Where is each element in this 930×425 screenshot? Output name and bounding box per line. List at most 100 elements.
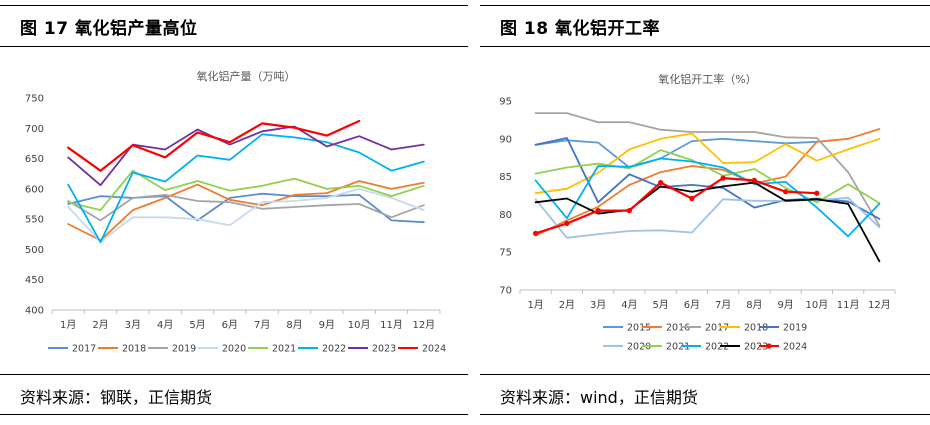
x-tick-label: 10月 xyxy=(806,299,829,311)
x-tick-label: 10月 xyxy=(348,319,371,331)
series-line-2015 xyxy=(534,137,818,169)
bottom-rule xyxy=(0,414,468,415)
y-tick-label: 85 xyxy=(499,172,512,183)
series-line-2016 xyxy=(534,128,881,237)
source-note: 资料来源：钢联，正信期货 xyxy=(20,388,213,407)
series-point-2024 xyxy=(626,208,632,214)
panel-alumina-utilization: 图 18 氧化铝开工率 氧化铝开工率（%） 70 75 80 85 90 95 1月 2月 3月 4… xyxy=(480,0,930,425)
title-rule xyxy=(480,46,930,47)
series-line-2019 xyxy=(67,194,425,222)
x-tick-label: 12月 xyxy=(868,299,891,311)
x-tick-label: 8月 xyxy=(746,299,762,311)
figure-title: 图 17 氧化铝产量高位 xyxy=(20,19,198,39)
series-line-2018 xyxy=(67,180,425,242)
y-tick-label: 70 xyxy=(499,286,512,297)
panel-alumina-output: 图 17 氧化铝产量高位 氧化铝产量（万吨） 400 450 500 550 600 650… xyxy=(0,5,468,415)
source-rule xyxy=(480,374,930,375)
x-tick-label: 8月 xyxy=(286,319,302,331)
legend-label-2018: 2018 xyxy=(122,344,146,355)
y-tick-label: 95 xyxy=(499,97,512,108)
series-point-2024 xyxy=(720,175,726,181)
legend-label-2017: 2017 xyxy=(705,323,729,334)
y-tick-label: 80 xyxy=(499,210,512,221)
y-tick-label: 90 xyxy=(499,134,512,145)
legend-label-2018: 2018 xyxy=(744,323,768,334)
x-tick-label: 6月 xyxy=(222,319,238,331)
x-tick-label: 9月 xyxy=(777,299,793,311)
legend-label-2017: 2017 xyxy=(72,344,96,355)
legend-label-2020: 2020 xyxy=(627,342,651,353)
series-point-2024 xyxy=(595,208,601,214)
x-tick-label: 6月 xyxy=(684,299,700,311)
x-tick-label: 5月 xyxy=(189,319,205,331)
utilization-line-chart: 氧化铝开工率（%） 70 75 80 85 90 95 1月 2月 3月 4月 5月 6月 7月 8月 9月 1… xyxy=(499,72,896,353)
series-line-2020 xyxy=(67,188,425,243)
legend-label-2021: 2021 xyxy=(272,344,296,355)
series-point-2024 xyxy=(689,195,695,202)
top-rule xyxy=(480,5,930,6)
source-note: 资料来源：wind，正信期货 xyxy=(500,388,698,407)
legend-label-2023: 2023 xyxy=(372,344,396,355)
series-line-2017 xyxy=(67,192,425,224)
x-tick-label: 4月 xyxy=(157,319,173,331)
chart-title: 氧化铝开工率（%） xyxy=(658,72,756,86)
x-tick-label: 2月 xyxy=(559,299,575,311)
y-tick-label: 550 xyxy=(25,215,44,226)
series-line-2023 xyxy=(534,181,881,263)
x-tick-label: 4月 xyxy=(621,299,637,311)
series-line-2023 xyxy=(67,125,425,187)
legend-label-2016: 2016 xyxy=(666,323,690,334)
top-rule xyxy=(0,5,468,6)
series-point-2024 xyxy=(814,190,820,196)
y-tick-label: 700 xyxy=(25,124,44,135)
x-tick-label: 9月 xyxy=(319,319,335,331)
x-tick-label: 11月 xyxy=(380,319,403,331)
series-line-2022 xyxy=(534,157,881,238)
x-tick-label: 11月 xyxy=(837,299,860,311)
title-rule xyxy=(0,46,468,47)
series-line-2022 xyxy=(67,133,425,244)
y-tick-label: 750 xyxy=(25,94,44,105)
output-line-chart: 氧化铝产量（万吨） 400 450 500 550 600 650 700 750 1月 2月 3月 4… xyxy=(25,69,446,355)
x-tick-label: 5月 xyxy=(652,299,668,311)
series-point-2024 xyxy=(783,189,789,195)
series-line-2021 xyxy=(534,149,881,204)
legend-label-2024: 2024 xyxy=(783,342,807,353)
x-tick-label: 1月 xyxy=(527,299,543,311)
figure-title: 图 18 氧化铝开工率 xyxy=(500,19,660,39)
legend-label-2024: 2024 xyxy=(422,344,446,355)
bottom-rule xyxy=(480,414,930,415)
legend-label-2019: 2019 xyxy=(172,344,196,355)
y-tick-label: 500 xyxy=(25,245,44,256)
legend-label-2015: 2015 xyxy=(627,323,651,334)
y-tick-label: 450 xyxy=(25,275,44,286)
series-line-2024 xyxy=(534,177,818,235)
x-tick-label: 7月 xyxy=(254,319,270,331)
y-tick-label: 650 xyxy=(25,154,44,165)
source-rule xyxy=(0,374,468,375)
series-point-2024 xyxy=(564,220,570,227)
legend-label-2021: 2021 xyxy=(666,342,690,353)
series-point-2024 xyxy=(658,180,664,186)
legend-label-2022: 2022 xyxy=(322,344,346,355)
y-tick-label: 400 xyxy=(25,306,44,317)
legend-label-2023: 2023 xyxy=(744,342,768,353)
series-line-2024 xyxy=(67,119,361,172)
y-tick-label: 75 xyxy=(499,248,512,259)
x-tick-label: 3月 xyxy=(125,319,141,331)
legend-label-2019: 2019 xyxy=(783,323,807,334)
x-tick-label: 2月 xyxy=(92,319,108,331)
x-tick-label: 12月 xyxy=(412,319,435,331)
series-line-2017 xyxy=(534,112,881,227)
legend-label-2022: 2022 xyxy=(705,342,729,353)
y-tick-label: 600 xyxy=(25,184,44,195)
legend-marker-2024 xyxy=(766,343,772,349)
chart-title: 氧化铝产量（万吨） xyxy=(197,69,296,83)
series-line-2021 xyxy=(67,169,425,211)
x-tick-label: 1月 xyxy=(60,319,76,331)
x-tick-label: 3月 xyxy=(590,299,606,311)
x-tick-label: 7月 xyxy=(715,299,731,311)
series-point-2024 xyxy=(751,177,757,183)
series-point-2024 xyxy=(533,230,539,236)
legend-label-2020: 2020 xyxy=(222,344,246,355)
